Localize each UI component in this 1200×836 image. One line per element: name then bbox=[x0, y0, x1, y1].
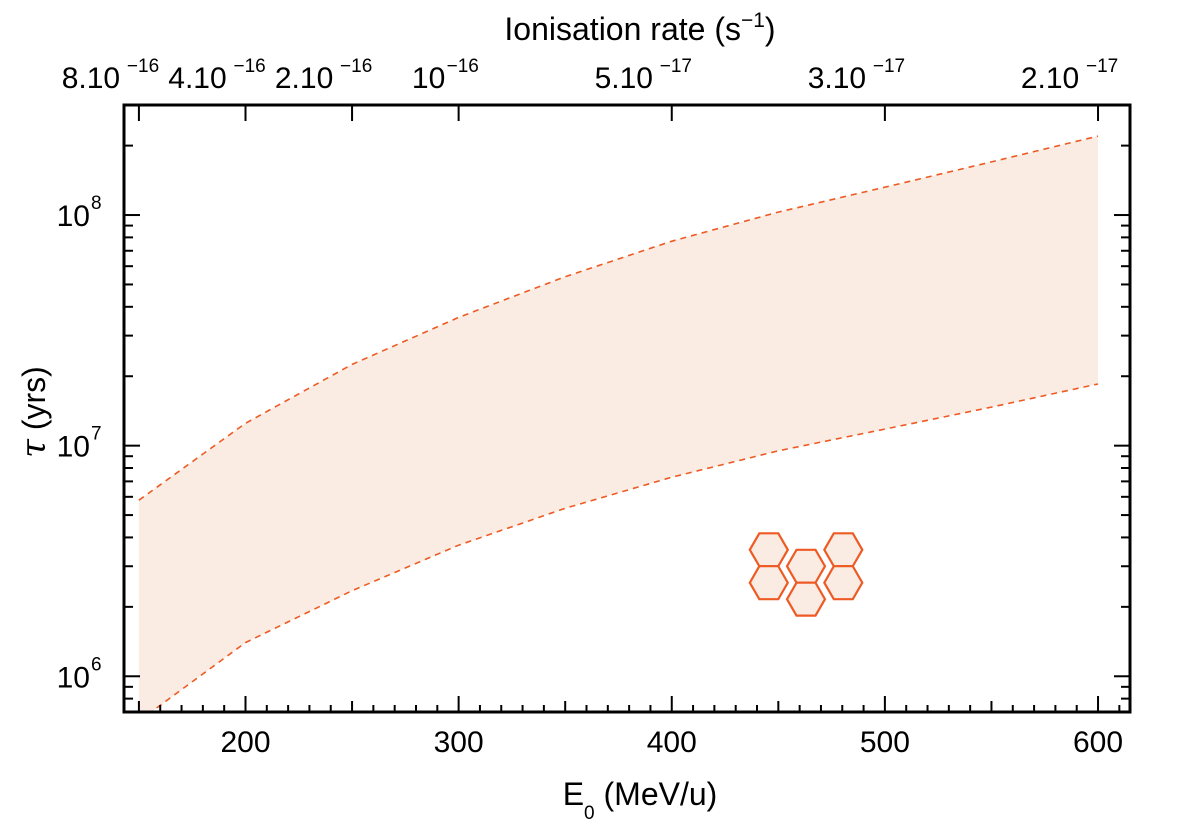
top-tick-label: 4.10 bbox=[168, 62, 226, 95]
top-tick-label: 3.10 bbox=[808, 62, 866, 95]
top-tick-exponent: −17 bbox=[873, 56, 905, 77]
y-tick-exponent: 6 bbox=[91, 654, 102, 675]
hexagon-marker-cell bbox=[785, 548, 827, 584]
lower-bound-line bbox=[149, 383, 1099, 712]
top-tick-exponent: −16 bbox=[233, 56, 265, 77]
y-tick-exponent: 8 bbox=[91, 193, 102, 214]
tick-marks-layer bbox=[124, 104, 1130, 713]
y-tick-label: 10 bbox=[57, 200, 90, 233]
y-tick-exponent: 7 bbox=[91, 424, 102, 445]
x-tick-label: 200 bbox=[220, 726, 270, 759]
hexagon-marker-cell bbox=[823, 532, 864, 568]
top-axis-title: Ionisation rate (s−1) bbox=[504, 9, 775, 47]
hexagon-marker-cell bbox=[785, 581, 827, 617]
y-axis-title: τ (yrs) bbox=[14, 366, 54, 458]
top-tick-label: 8.10 bbox=[62, 62, 120, 95]
series-layer bbox=[138, 135, 1099, 712]
x-axis-title: E0 (MeV/u) bbox=[563, 776, 718, 824]
top-tick-label: 2.10 bbox=[1021, 62, 1079, 95]
top-tick-exponent: −17 bbox=[660, 56, 692, 77]
plot-frame bbox=[122, 103, 1132, 714]
uncertainty-band-layer bbox=[138, 136, 1098, 712]
top-tick-exponent: −17 bbox=[1086, 56, 1118, 77]
hexagon-marker-cell bbox=[823, 565, 864, 601]
x-tick-label: 600 bbox=[1073, 726, 1123, 759]
uncertainty-band bbox=[138, 136, 1098, 712]
x-tick-labels: 200 300 400 500 600 bbox=[220, 726, 1123, 759]
top-tick-exponent: −16 bbox=[447, 56, 479, 77]
hexagon-marker-cell bbox=[748, 565, 790, 601]
x-tick-label: 300 bbox=[434, 726, 484, 759]
y-tick-label: 10 bbox=[57, 661, 90, 694]
y-tick-label: 10 bbox=[57, 431, 90, 464]
top-axis-tick-labels: 8.10 −16 4.10 −16 2.10 −16 10 −16 5.10 −17 3.10 −17… bbox=[62, 56, 1119, 95]
x-tick-label: 500 bbox=[860, 726, 910, 759]
hexagon-marker-cell bbox=[748, 532, 790, 568]
upper-bound-line bbox=[138, 135, 1099, 501]
x-tick-label: 400 bbox=[647, 726, 697, 759]
top-tick-label: 5.10 bbox=[595, 62, 653, 95]
top-tick-exponent: −16 bbox=[127, 56, 159, 77]
hexagon-marker-layer bbox=[748, 532, 864, 617]
top-tick-label: 10 bbox=[412, 62, 445, 95]
top-tick-exponent: −16 bbox=[340, 56, 372, 77]
top-tick-label: 2.10 bbox=[275, 62, 333, 95]
